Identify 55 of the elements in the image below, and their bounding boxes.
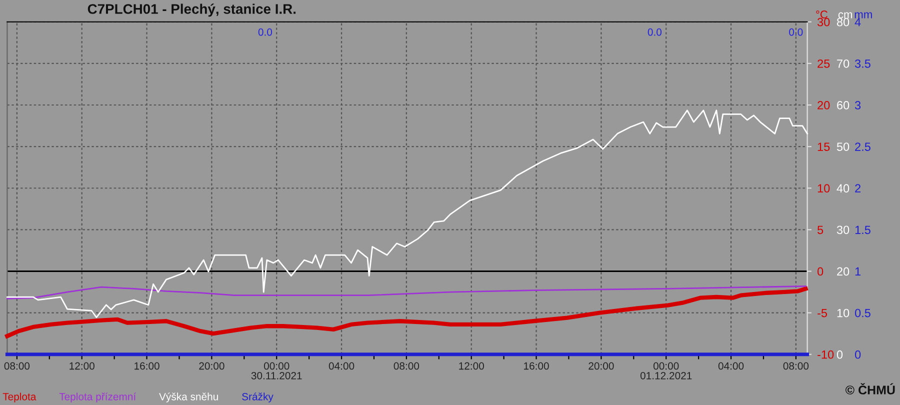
y-tick-label: 10	[818, 184, 830, 193]
x-tick-label: 20:00	[199, 362, 224, 370]
y3-tick-label: 1	[855, 267, 861, 276]
text: Výška sněhu	[159, 392, 218, 402]
y-tick-label: -10	[818, 350, 834, 359]
annotation: 0.0	[648, 28, 662, 36]
annotation: 0.0	[258, 28, 272, 36]
x-tick-label: 00:00 30.11.2021	[251, 362, 302, 380]
y-tick-label: -5	[818, 308, 828, 318]
y2-tick-label: 60	[837, 101, 850, 110]
y2-tick-label: 10	[837, 308, 850, 318]
x-tick-label: 12:00	[459, 362, 484, 370]
text: Srážky	[242, 392, 274, 402]
line-series	[6, 286, 806, 300]
x-tick-label: 04:00	[328, 362, 354, 370]
y3-tick-label: 3.5	[854, 59, 870, 68]
y2-tick-label: 70	[837, 59, 850, 68]
y3-tick-label: 1.5	[855, 226, 870, 234]
y-tick-label: 20	[818, 101, 830, 110]
y2-tick-label: 50	[836, 142, 850, 151]
x-tick-label: 12:00	[70, 362, 94, 370]
x-tick-label: 08:00	[4, 362, 30, 370]
x-tick-label: 16:00	[134, 362, 160, 370]
y-tick-label: 25	[818, 59, 830, 68]
y-axis-title: °C	[816, 10, 828, 18]
x-tick-label: 00:00 01.12.2021	[640, 362, 692, 380]
text: © ČHMÚ	[846, 383, 895, 394]
y-tick-label: 5	[817, 226, 824, 234]
y3-tick-label: 3	[854, 101, 861, 110]
y2-tick-label: 0	[836, 350, 843, 359]
y3-tick-label: 4	[854, 18, 861, 26]
y-tick-label: 0	[817, 267, 824, 276]
y3-tick-label: 2.5	[855, 142, 870, 151]
line-series	[5, 286, 808, 338]
y-tick-label: 30	[817, 18, 830, 26]
x-tick-label: 04:00	[718, 362, 744, 370]
y2-tick-label: 40	[836, 184, 850, 193]
y3-tick-label: 0.5	[854, 308, 870, 318]
annotation: 0.0	[789, 28, 803, 36]
x-tick-label: 08:00	[394, 362, 420, 370]
y3-tick-label: 2	[855, 184, 860, 192]
text: Teplota přízemní	[59, 392, 136, 402]
y2-tick-label: 80	[836, 18, 850, 26]
y2-axis-title: cm	[838, 12, 852, 18]
x-tick-label: 16:00	[524, 362, 549, 370]
chart-title: C7PLCH01 - Plechý, stanice I.R.	[88, 4, 296, 17]
x-tick-label: 20:00	[588, 362, 614, 370]
x-tick-label: 08:00	[783, 362, 809, 370]
y-tick-label: 15	[818, 142, 830, 151]
y2-tick-label: 30	[836, 226, 850, 234]
text: Teplota	[2, 392, 36, 402]
line-series	[6, 110, 808, 318]
y3-axis-title: mm	[854, 12, 872, 18]
y3-tick-label: 0	[854, 350, 861, 359]
y2-tick-label: 20	[837, 267, 850, 276]
